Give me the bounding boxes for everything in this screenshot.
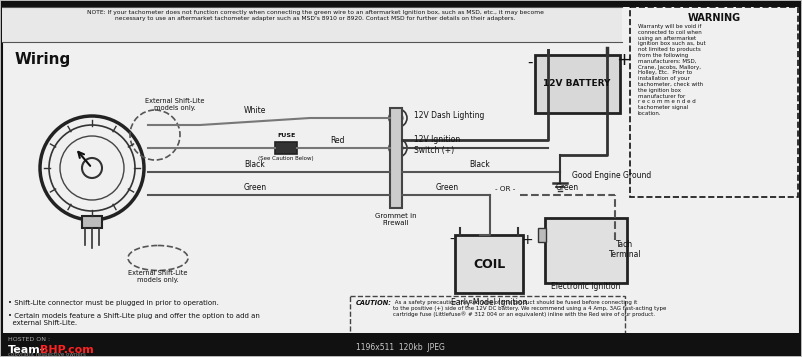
Bar: [390, 108, 402, 208]
Text: NOTE: If your tachometer does not function correctly when connecting the green w: NOTE: If your tachometer does not functi…: [87, 10, 544, 21]
Text: Green: Green: [556, 183, 578, 192]
Text: External Shift-Lite
models only.: External Shift-Lite models only.: [145, 98, 205, 111]
Text: Team-: Team-: [8, 345, 46, 355]
Text: Tach
Terminal: Tach Terminal: [609, 240, 642, 260]
Text: 1196x511  120kb  JPEG: 1196x511 120kb JPEG: [355, 342, 444, 352]
Text: Red: Red: [330, 136, 345, 145]
Bar: [275, 142, 297, 154]
Text: - OR -: - OR -: [495, 186, 515, 192]
Text: +: +: [521, 233, 533, 247]
Text: HOSTED ON :: HOSTED ON :: [8, 337, 50, 342]
FancyBboxPatch shape: [630, 7, 798, 197]
Text: BHP.com: BHP.com: [40, 345, 94, 355]
Text: copyright respective owners: copyright respective owners: [8, 352, 86, 357]
Text: WARNING: WARNING: [687, 13, 740, 23]
Bar: [2, 333, 800, 355]
Text: Green: Green: [244, 183, 266, 192]
Text: 12V Dash Lighting: 12V Dash Lighting: [414, 111, 484, 120]
Text: 12V Ignition
Switch (+): 12V Ignition Switch (+): [414, 135, 460, 155]
Bar: [2, 2, 800, 7]
Text: COIL: COIL: [473, 257, 505, 271]
Text: White: White: [244, 106, 266, 115]
Bar: [2, 7, 622, 42]
Text: Black: Black: [470, 160, 490, 169]
FancyBboxPatch shape: [350, 296, 625, 344]
Text: Good Engine Ground: Good Engine Ground: [572, 171, 651, 181]
Text: (See Caution Below): (See Caution Below): [258, 156, 314, 161]
Bar: [545, 218, 627, 283]
Text: Wiring: Wiring: [15, 52, 71, 67]
Text: • Certain models feature a Shift-Lite plug and offer the option to add an
  exte: • Certain models feature a Shift-Lite pl…: [8, 313, 260, 326]
Text: Early Model Ignition: Early Model Ignition: [451, 298, 527, 307]
Text: • Shift-Lite connector must be plugged in prior to operation.: • Shift-Lite connector must be plugged i…: [8, 300, 219, 306]
Bar: [535, 55, 620, 113]
Text: Warranty will be void if
connected to coil when
using an aftermarket
ignition bo: Warranty will be void if connected to co…: [638, 24, 706, 116]
Bar: [538, 228, 546, 242]
Text: Green: Green: [435, 183, 459, 192]
Bar: [455, 235, 523, 293]
Text: Electronic Ignition: Electronic Ignition: [551, 282, 621, 291]
Text: -: -: [527, 55, 533, 70]
Text: Grommet in
Firewall: Grommet in Firewall: [375, 213, 417, 226]
Text: As a safety precaution the Red wire of this product should be fused before conne: As a safety precaution the Red wire of t…: [393, 300, 666, 317]
Text: External Shift-Lite
models only.: External Shift-Lite models only.: [128, 270, 188, 283]
Text: CAUTION:: CAUTION:: [356, 300, 392, 306]
Text: Black: Black: [245, 160, 265, 169]
Bar: [82, 216, 102, 228]
Text: 12V BATTERY: 12V BATTERY: [543, 80, 610, 89]
Text: -: -: [450, 233, 455, 247]
Text: FUSE: FUSE: [277, 133, 295, 138]
Text: +: +: [617, 51, 631, 69]
